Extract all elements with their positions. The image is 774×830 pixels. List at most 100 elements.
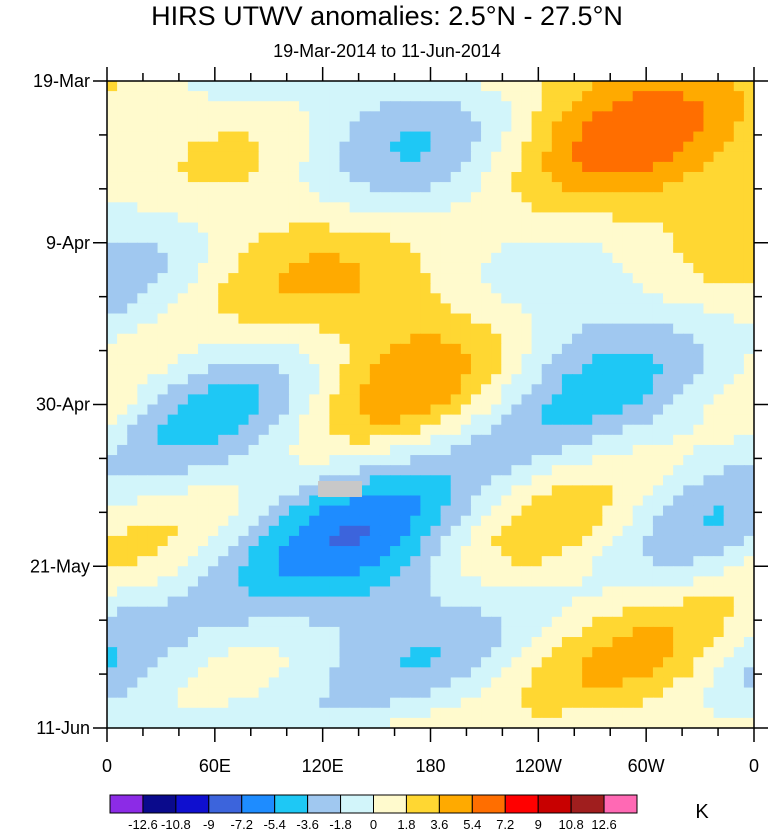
field-cell (491, 101, 502, 112)
field-cell (197, 323, 209, 335)
field-cell (197, 374, 209, 385)
field-cell (602, 465, 614, 476)
field-cell (208, 576, 219, 588)
field-cell (481, 131, 492, 143)
field-cell (349, 515, 361, 527)
field-cell (218, 546, 229, 557)
field-cell (157, 182, 169, 193)
field-cell (248, 626, 260, 638)
field-cell (470, 313, 482, 325)
field-cell (177, 81, 189, 92)
field-cell (238, 657, 250, 668)
field-cell (379, 192, 391, 203)
field-cell (713, 404, 725, 416)
field-cell (642, 111, 654, 123)
field-cell (319, 404, 331, 416)
field-cell (541, 192, 553, 203)
field-cell (299, 151, 310, 163)
field-cell (309, 273, 320, 284)
field-cell (107, 81, 118, 92)
field-cell (733, 394, 745, 406)
field-cell (521, 616, 533, 628)
field-cell (582, 535, 593, 547)
field-cell (107, 556, 118, 567)
field-cell (481, 465, 492, 476)
field-cell (329, 586, 341, 598)
field-cell (117, 303, 128, 315)
field-cell (632, 364, 644, 375)
field-cell (723, 546, 735, 557)
field-cell (460, 323, 472, 335)
field-cell (420, 505, 432, 517)
field-cell (288, 333, 300, 345)
field-cell (572, 91, 583, 102)
field-cell (713, 717, 725, 728)
field-cell (127, 384, 138, 395)
field-cell (531, 657, 543, 668)
field-cell (663, 192, 674, 203)
field-cell (652, 161, 664, 173)
field-cell (612, 242, 624, 254)
field-cell (551, 262, 563, 274)
field-cell (460, 455, 472, 466)
field-cell (420, 222, 432, 234)
field-cell (187, 91, 199, 102)
field-cell (652, 111, 664, 123)
field-cell (339, 91, 351, 102)
field-cell (683, 596, 694, 608)
field-cell (299, 81, 310, 92)
field-cell (440, 81, 452, 92)
field-cell (278, 657, 290, 668)
field-cell (602, 101, 614, 112)
field-cell (208, 697, 219, 709)
field-cell (137, 333, 149, 345)
field-cell (379, 91, 391, 102)
field-cell (642, 596, 654, 608)
field-cell (420, 182, 432, 193)
field-cell (673, 566, 684, 577)
field-cell (592, 697, 603, 709)
field-cell (117, 566, 128, 577)
field-cell (440, 535, 452, 547)
field-cell (460, 596, 472, 608)
field-cell (521, 293, 533, 305)
field-cell (572, 283, 583, 294)
field-cell (218, 353, 229, 365)
field-cell (147, 566, 159, 577)
field-cell (248, 353, 260, 365)
field-cell (278, 374, 290, 385)
field-cell (652, 717, 664, 728)
field-cell (400, 667, 411, 679)
field-cell (137, 667, 149, 679)
field-cell (642, 535, 654, 547)
field-cell (319, 343, 331, 355)
field-cell (460, 697, 472, 709)
field-cell (612, 677, 624, 689)
field-cell (572, 212, 583, 224)
field-cell (733, 252, 745, 264)
field-cell (622, 717, 634, 728)
field-cell (622, 485, 634, 497)
field-cell (622, 434, 634, 446)
field-cell (561, 697, 573, 709)
field-cell (228, 455, 240, 466)
field-cell (167, 252, 179, 264)
field-cell (208, 495, 219, 507)
field-cell (420, 475, 432, 486)
field-cell (713, 242, 725, 254)
field-cell (652, 586, 664, 598)
field-cell (390, 131, 401, 143)
field-cell (349, 313, 361, 325)
field-cell (521, 717, 533, 728)
field-cell (288, 434, 300, 446)
field-cell (743, 657, 754, 668)
field-cell (420, 424, 432, 436)
field-cell (248, 586, 260, 598)
field-cell (582, 303, 593, 315)
field-cell (743, 364, 754, 375)
field-cell (693, 424, 705, 436)
field-cell (460, 353, 472, 365)
field-cell (278, 252, 290, 264)
field-cell (147, 606, 159, 618)
field-cell (652, 434, 664, 446)
